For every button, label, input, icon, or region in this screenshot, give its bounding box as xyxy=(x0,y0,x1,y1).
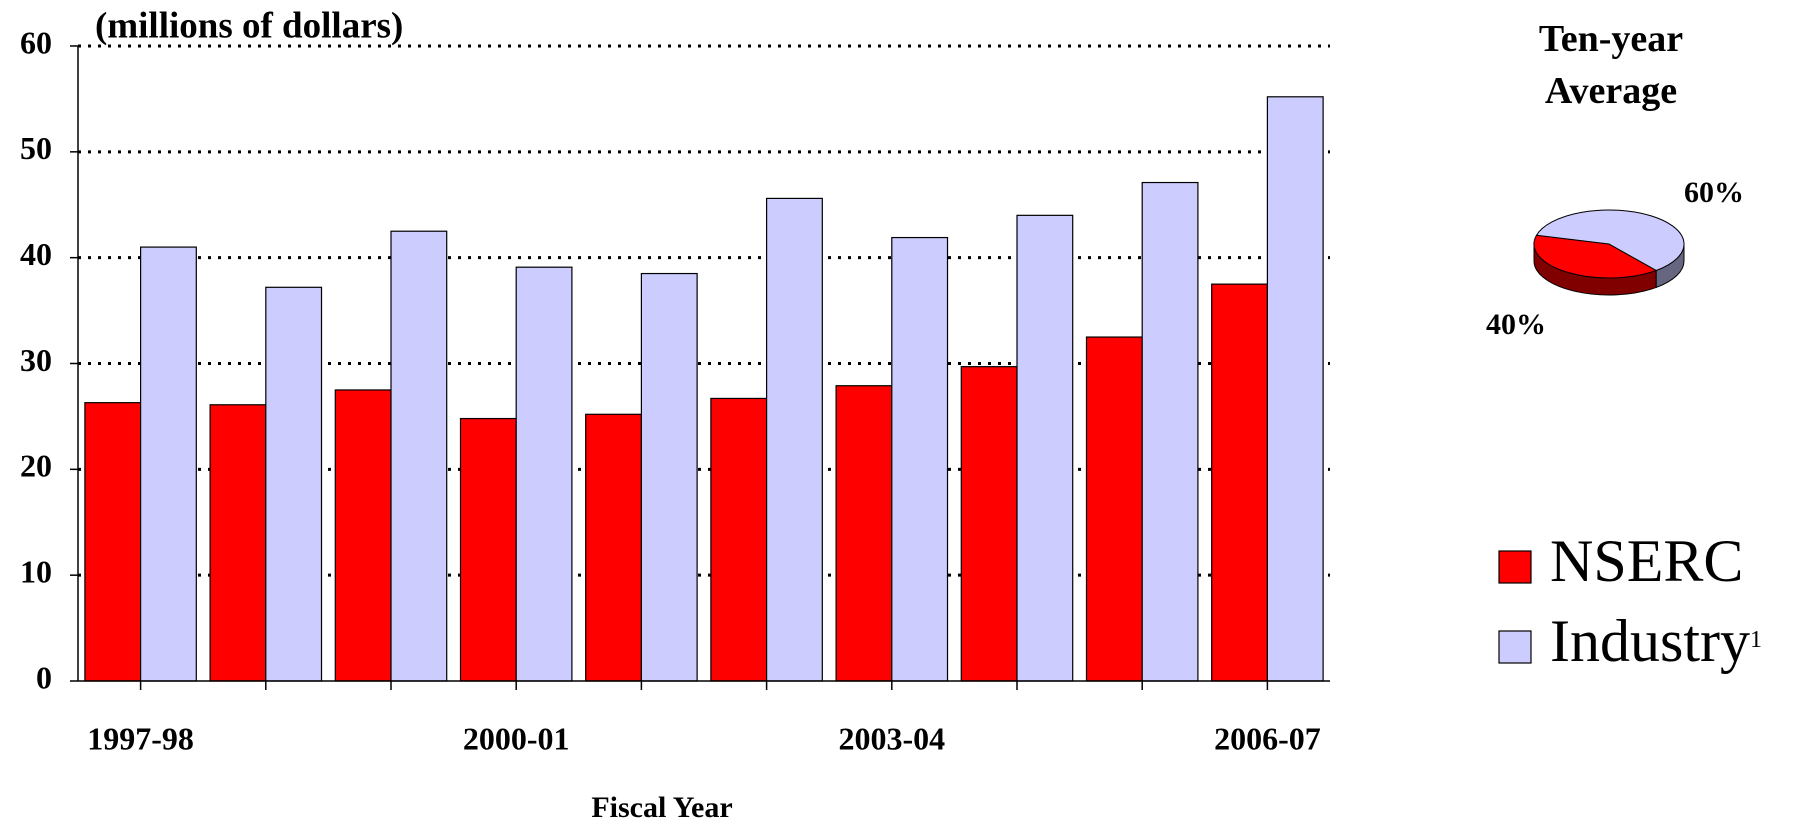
bar xyxy=(640,272,698,682)
y-tick-label: 50 xyxy=(20,130,52,166)
x-tick-label: 2000-01 xyxy=(463,720,570,756)
bar xyxy=(140,246,197,682)
pie-title-line: Ten-year xyxy=(1539,18,1683,60)
bar xyxy=(334,389,392,682)
legend-name: Industry xyxy=(1550,608,1750,674)
pie-slice xyxy=(1535,209,1685,271)
bar xyxy=(765,197,823,682)
bar xyxy=(515,266,573,682)
bar xyxy=(1266,96,1324,682)
bar xyxy=(710,397,768,682)
bar xyxy=(265,286,323,682)
bar xyxy=(585,413,642,682)
x-tick-label: 2003-04 xyxy=(838,720,945,756)
y-tick-label: 0 xyxy=(36,659,52,695)
bar xyxy=(835,385,893,682)
y-tick-label: 20 xyxy=(20,448,52,484)
pie-title: Ten-year Average xyxy=(1539,18,1683,112)
pie-label: 60% xyxy=(1684,176,1744,209)
legend-name: NSERC xyxy=(1550,528,1743,594)
legend-swatch xyxy=(1498,630,1532,664)
bar xyxy=(1211,283,1269,682)
y-axis-title: (millions of dollars) xyxy=(95,5,403,46)
x-axis-title: Fiscal Year xyxy=(591,791,732,824)
bar xyxy=(891,236,949,682)
pie-label: 40% xyxy=(1486,308,1546,341)
bar xyxy=(1141,181,1199,682)
bar xyxy=(1016,214,1074,682)
pie-title-line: Average xyxy=(1545,70,1677,112)
bar xyxy=(1085,336,1143,682)
x-tick-label: 1997-98 xyxy=(87,720,194,756)
y-tick-label: 30 xyxy=(20,342,52,378)
y-tick-label: 10 xyxy=(20,554,52,590)
legend-swatch xyxy=(1498,550,1532,584)
bar xyxy=(390,230,448,682)
legend-footnote: 1 xyxy=(1750,627,1762,653)
legend-label: NSERC xyxy=(1550,528,1743,594)
pie-slice xyxy=(1533,234,1658,279)
bar xyxy=(209,404,267,682)
bar xyxy=(459,417,517,682)
y-tick-label: 40 xyxy=(20,236,52,272)
y-tick-label: 60 xyxy=(20,24,52,60)
bar xyxy=(960,366,1018,682)
x-tick-label: 2006-07 xyxy=(1214,720,1321,756)
legend-label: Industry1 xyxy=(1550,608,1762,674)
bar xyxy=(84,402,142,682)
